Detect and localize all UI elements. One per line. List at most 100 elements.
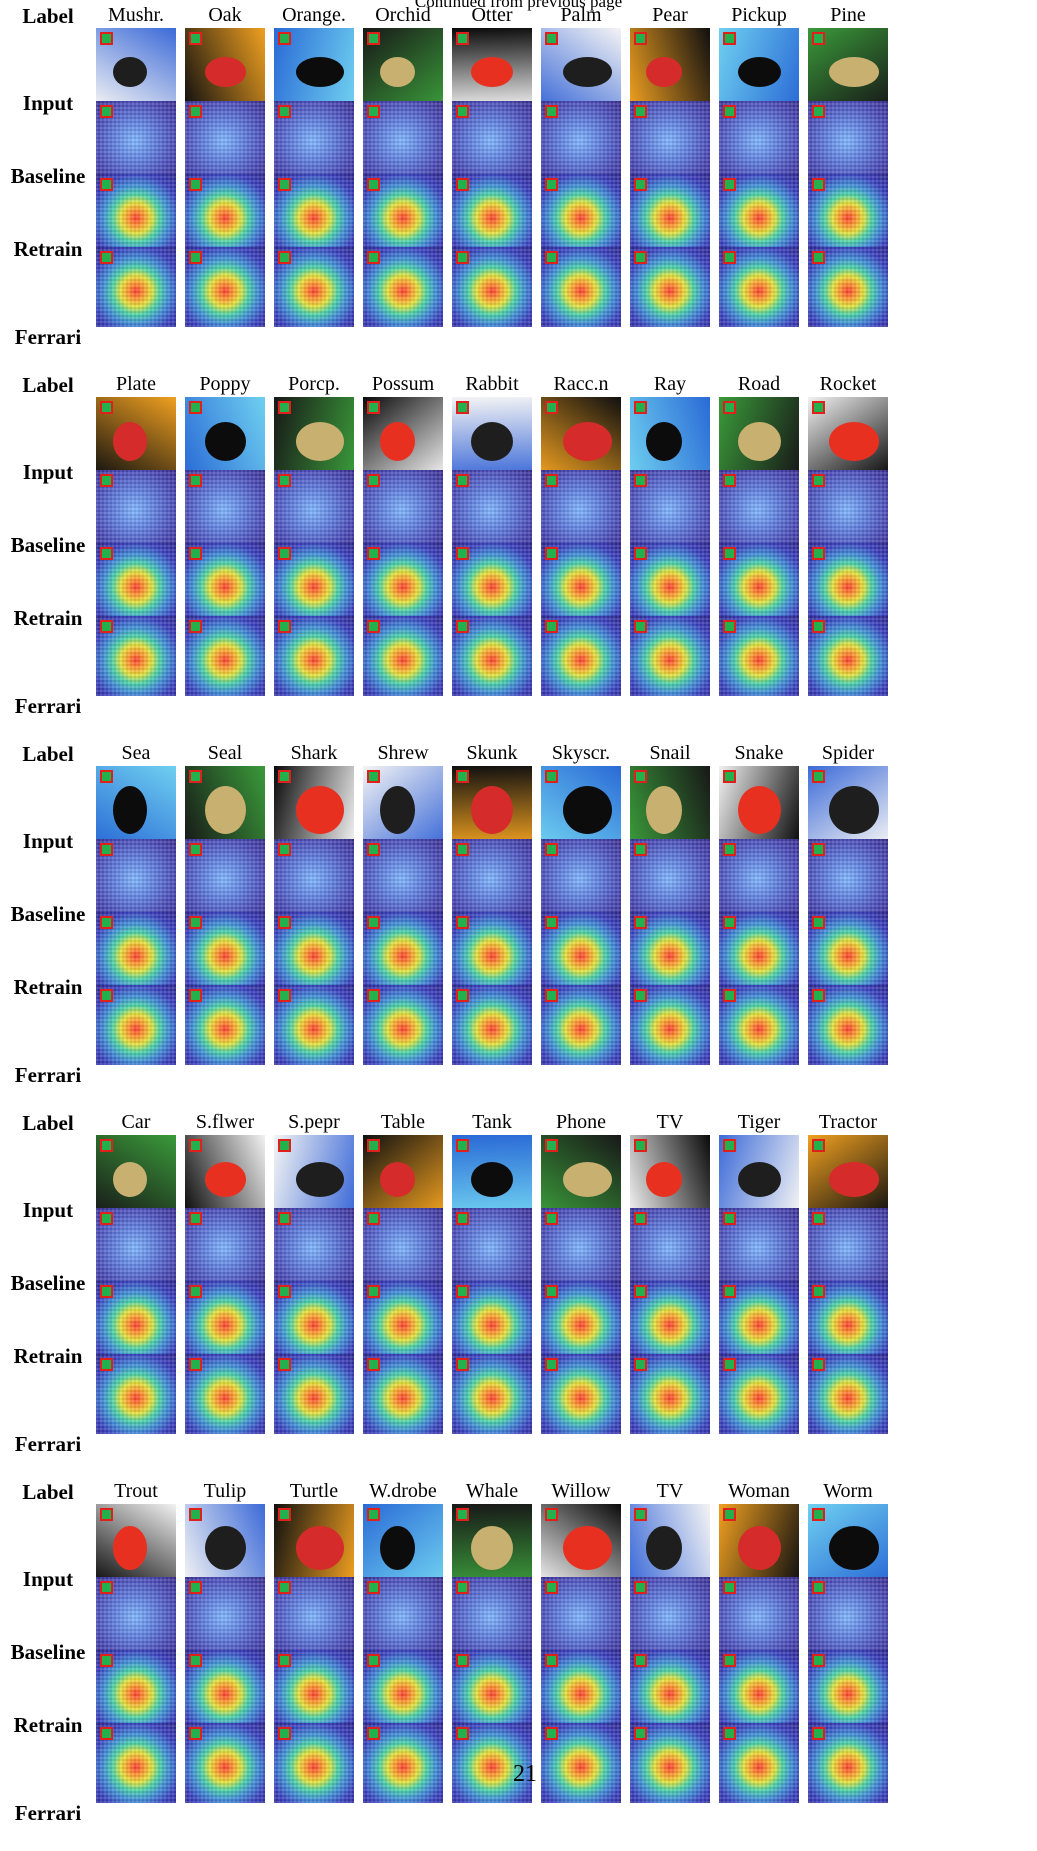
retrain-image	[185, 543, 265, 623]
retrain-image	[363, 543, 443, 623]
red-square-marker	[723, 1727, 736, 1740]
retrain-image	[630, 1281, 710, 1361]
baseline-image	[363, 839, 443, 919]
baseline-image	[452, 101, 532, 181]
red-square-marker	[456, 989, 469, 1002]
ferrari-image	[274, 1354, 354, 1434]
red-square-marker	[812, 178, 825, 191]
red-square-marker	[456, 178, 469, 191]
class-label: W.drobe	[369, 1480, 437, 1502]
red-square-marker	[100, 989, 113, 1002]
red-square-marker	[634, 1212, 647, 1225]
red-square-marker	[812, 770, 825, 783]
red-square-marker	[545, 916, 558, 929]
input-image	[630, 1504, 710, 1584]
red-square-marker	[367, 770, 380, 783]
retrain-image	[808, 174, 888, 254]
class-label: Worm	[823, 1480, 873, 1502]
red-square-marker	[100, 1727, 113, 1740]
baseline-image	[541, 1577, 621, 1657]
input-image	[630, 1135, 710, 1215]
red-square-marker	[100, 32, 113, 45]
red-square-marker	[545, 32, 558, 45]
red-square-marker	[189, 843, 202, 856]
class-label: Pear	[652, 4, 688, 26]
figure-section: Label Input Baseline Retrain Ferrari Trout Tul…	[0, 1476, 1037, 1846]
figure-section: Label Input Baseline Retrain Ferrari Car S.flw…	[0, 1107, 1037, 1477]
baseline-image	[185, 1577, 265, 1657]
row-label-ferrari: Ferrari	[14, 1432, 82, 1456]
ferrari-image	[274, 616, 354, 696]
retrain-image	[363, 1281, 443, 1361]
red-square-marker	[189, 1358, 202, 1371]
red-square-marker	[100, 1139, 113, 1152]
red-square-marker	[278, 547, 291, 560]
red-square-marker	[189, 251, 202, 264]
input-image	[541, 1135, 621, 1215]
baseline-image	[96, 101, 176, 181]
red-square-marker	[723, 1654, 736, 1667]
retrain-image	[452, 1281, 532, 1361]
ferrari-image	[185, 1354, 265, 1434]
red-square-marker	[100, 1285, 113, 1298]
red-square-marker	[634, 989, 647, 1002]
ferrari-image	[96, 1354, 176, 1434]
row-label-baseline: Baseline	[10, 1640, 86, 1664]
red-square-marker	[367, 474, 380, 487]
ferrari-image	[452, 985, 532, 1065]
red-square-marker	[367, 547, 380, 560]
ferrari-image	[452, 247, 532, 327]
input-image	[185, 1135, 265, 1215]
input-image	[363, 1135, 443, 1215]
retrain-image	[541, 1281, 621, 1361]
class-label: Shark	[290, 742, 338, 764]
page-number: 21	[513, 1761, 537, 1787]
class-label: TV	[656, 1480, 684, 1502]
ferrari-image	[630, 616, 710, 696]
class-label: Rabbit	[465, 373, 519, 395]
red-square-marker	[634, 770, 647, 783]
red-square-marker	[456, 1727, 469, 1740]
ferrari-image	[452, 616, 532, 696]
baseline-image	[719, 1208, 799, 1288]
red-square-marker	[545, 989, 558, 1002]
red-square-marker	[812, 401, 825, 414]
baseline-image	[541, 839, 621, 919]
retrain-image	[185, 912, 265, 992]
row-label-label: Label	[22, 1111, 74, 1135]
red-square-marker	[723, 1139, 736, 1152]
ferrari-image	[363, 616, 443, 696]
ferrari-image	[541, 247, 621, 327]
input-image	[452, 1504, 532, 1584]
class-label: Willow	[551, 1480, 611, 1502]
red-square-marker	[634, 474, 647, 487]
input-image	[719, 1135, 799, 1215]
red-square-marker	[812, 1581, 825, 1594]
red-square-marker	[634, 620, 647, 633]
red-square-marker	[100, 1358, 113, 1371]
red-square-marker	[634, 1358, 647, 1371]
red-square-marker	[634, 1581, 647, 1594]
red-square-marker	[367, 1581, 380, 1594]
class-label: Spider	[821, 742, 875, 764]
class-label: Rocket	[819, 373, 877, 395]
retrain-image	[630, 174, 710, 254]
row-label-label: Label	[22, 1480, 74, 1504]
input-image	[185, 28, 265, 108]
red-square-marker	[545, 547, 558, 560]
red-square-marker	[367, 1212, 380, 1225]
row-label-retrain: Retrain	[13, 1344, 83, 1368]
red-square-marker	[723, 547, 736, 560]
red-square-marker	[812, 251, 825, 264]
input-image	[274, 766, 354, 846]
input-image	[96, 397, 176, 477]
red-square-marker	[634, 547, 647, 560]
ferrari-image	[96, 616, 176, 696]
ferrari-image	[96, 985, 176, 1065]
ferrari-image	[363, 1354, 443, 1434]
red-square-marker	[189, 620, 202, 633]
input-image	[541, 28, 621, 108]
red-square-marker	[100, 1581, 113, 1594]
red-square-marker	[634, 916, 647, 929]
red-square-marker	[367, 401, 380, 414]
